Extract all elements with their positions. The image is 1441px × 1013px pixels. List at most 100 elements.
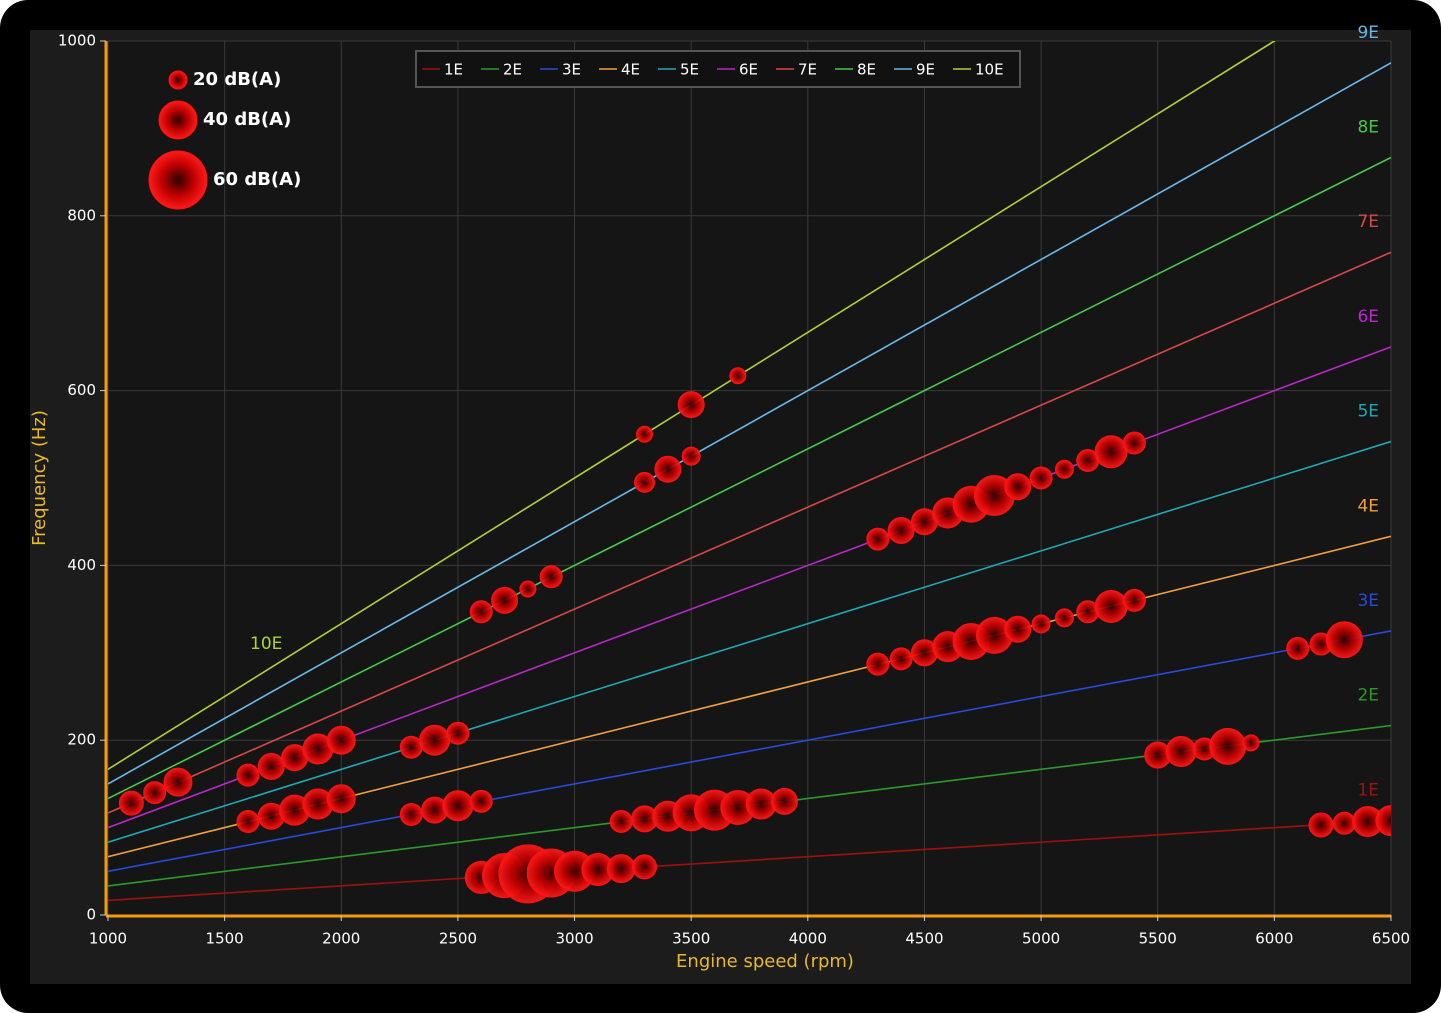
order-line	[108, 156, 1391, 800]
bubble	[634, 471, 656, 493]
bubble	[654, 455, 682, 483]
line-label: 1E	[1357, 780, 1379, 800]
size-legend-bubble	[168, 70, 188, 90]
legend-label: 6E	[739, 61, 758, 79]
order-line	[108, 630, 1391, 873]
bubble	[469, 600, 493, 624]
legend-label: 3E	[562, 61, 581, 79]
x-tick-label: 6000	[1255, 930, 1293, 948]
size-legend-label: 40 dB(A)	[203, 109, 291, 130]
bubble	[609, 809, 633, 833]
bubble	[1332, 811, 1356, 835]
size-legend-label: 20 dB(A)	[193, 69, 281, 90]
y-tick-label: 400	[67, 556, 96, 574]
y-axis-title: Frequency (Hz)	[29, 410, 50, 546]
bubble	[1029, 466, 1053, 490]
bubble	[677, 391, 705, 419]
bubble	[636, 425, 654, 443]
bubble	[519, 580, 537, 598]
x-tick-label: 4500	[905, 930, 943, 948]
bubble	[446, 721, 470, 745]
legend-label: 5E	[680, 61, 699, 79]
bubble	[866, 527, 890, 551]
bubble	[399, 735, 423, 759]
bubble	[1325, 621, 1363, 659]
y-tick-label: 1000	[58, 32, 96, 50]
x-tick-label: 4000	[789, 930, 827, 948]
line-label: 8E	[1357, 118, 1379, 138]
bubble	[539, 565, 563, 589]
bubble	[326, 725, 356, 755]
line-label: 2E	[1357, 686, 1379, 706]
y-tick-label: 600	[67, 381, 96, 399]
legend-label: 9E	[916, 61, 935, 79]
bubble	[681, 446, 701, 466]
order-line	[108, 819, 1391, 902]
bubble	[1209, 727, 1247, 765]
bubble	[1054, 608, 1074, 628]
bubble	[1094, 435, 1128, 469]
legend-label: 10E	[975, 61, 1004, 79]
x-tick-label: 1500	[206, 930, 244, 948]
x-tick-label: 5500	[1139, 930, 1177, 948]
line-label: 5E	[1357, 402, 1379, 422]
bubble	[1165, 736, 1197, 768]
legend-label: 2E	[503, 61, 522, 79]
order-line	[108, 41, 1276, 770]
x-tick-label: 2500	[439, 930, 477, 948]
bubble	[1375, 805, 1391, 837]
legend-label: 7E	[798, 61, 817, 79]
bubble	[1308, 812, 1334, 838]
bubble	[1054, 459, 1074, 479]
bubble	[1242, 734, 1260, 752]
bubble	[606, 854, 636, 884]
x-tick-label: 1000	[89, 930, 127, 948]
bubble	[143, 781, 167, 805]
legend-label: 4E	[621, 61, 640, 79]
bubble	[1031, 614, 1051, 634]
bubble	[632, 854, 658, 880]
x-tick-label: 5000	[1022, 930, 1060, 948]
size-legend-bubble	[158, 100, 198, 140]
legend-label: 1E	[444, 61, 463, 79]
bubble	[729, 367, 747, 385]
line-label: 3E	[1357, 591, 1379, 611]
bubble	[257, 752, 285, 780]
legend-label: 8E	[857, 61, 876, 79]
bubble	[326, 784, 356, 814]
bubble	[1286, 636, 1310, 660]
line-label: 7E	[1357, 212, 1379, 232]
bubble	[1122, 588, 1146, 612]
bubble	[1122, 431, 1146, 455]
bubble	[419, 724, 451, 756]
bubble	[1094, 589, 1128, 623]
bubble	[469, 789, 493, 813]
x-tick-label: 3000	[555, 930, 593, 948]
bubble	[866, 652, 890, 676]
bubble	[1004, 615, 1032, 643]
bubble	[399, 802, 423, 826]
y-tick-label: 800	[67, 206, 96, 224]
y-tick-label: 0	[86, 906, 96, 924]
line-label: 6E	[1357, 307, 1379, 327]
x-tick-label: 3500	[672, 930, 710, 948]
bubble	[1004, 473, 1032, 501]
bubble	[491, 586, 519, 614]
order-line	[108, 440, 1391, 843]
bubble	[236, 809, 260, 833]
size-legend-label: 60 dB(A)	[213, 169, 301, 190]
bubble	[770, 787, 798, 815]
bubble	[236, 763, 260, 787]
y-tick-label: 200	[67, 731, 96, 749]
line-label: 9E	[1357, 23, 1379, 43]
x-tick-label: 6500	[1372, 930, 1410, 948]
bubble	[163, 767, 193, 797]
bubble	[442, 790, 474, 822]
size-legend-bubble	[148, 150, 208, 210]
order-line	[108, 62, 1391, 785]
bubble	[118, 790, 144, 816]
bubble	[887, 516, 915, 544]
x-axis-title: Engine speed (rpm)	[676, 951, 854, 972]
line-label: 10E	[250, 634, 282, 654]
